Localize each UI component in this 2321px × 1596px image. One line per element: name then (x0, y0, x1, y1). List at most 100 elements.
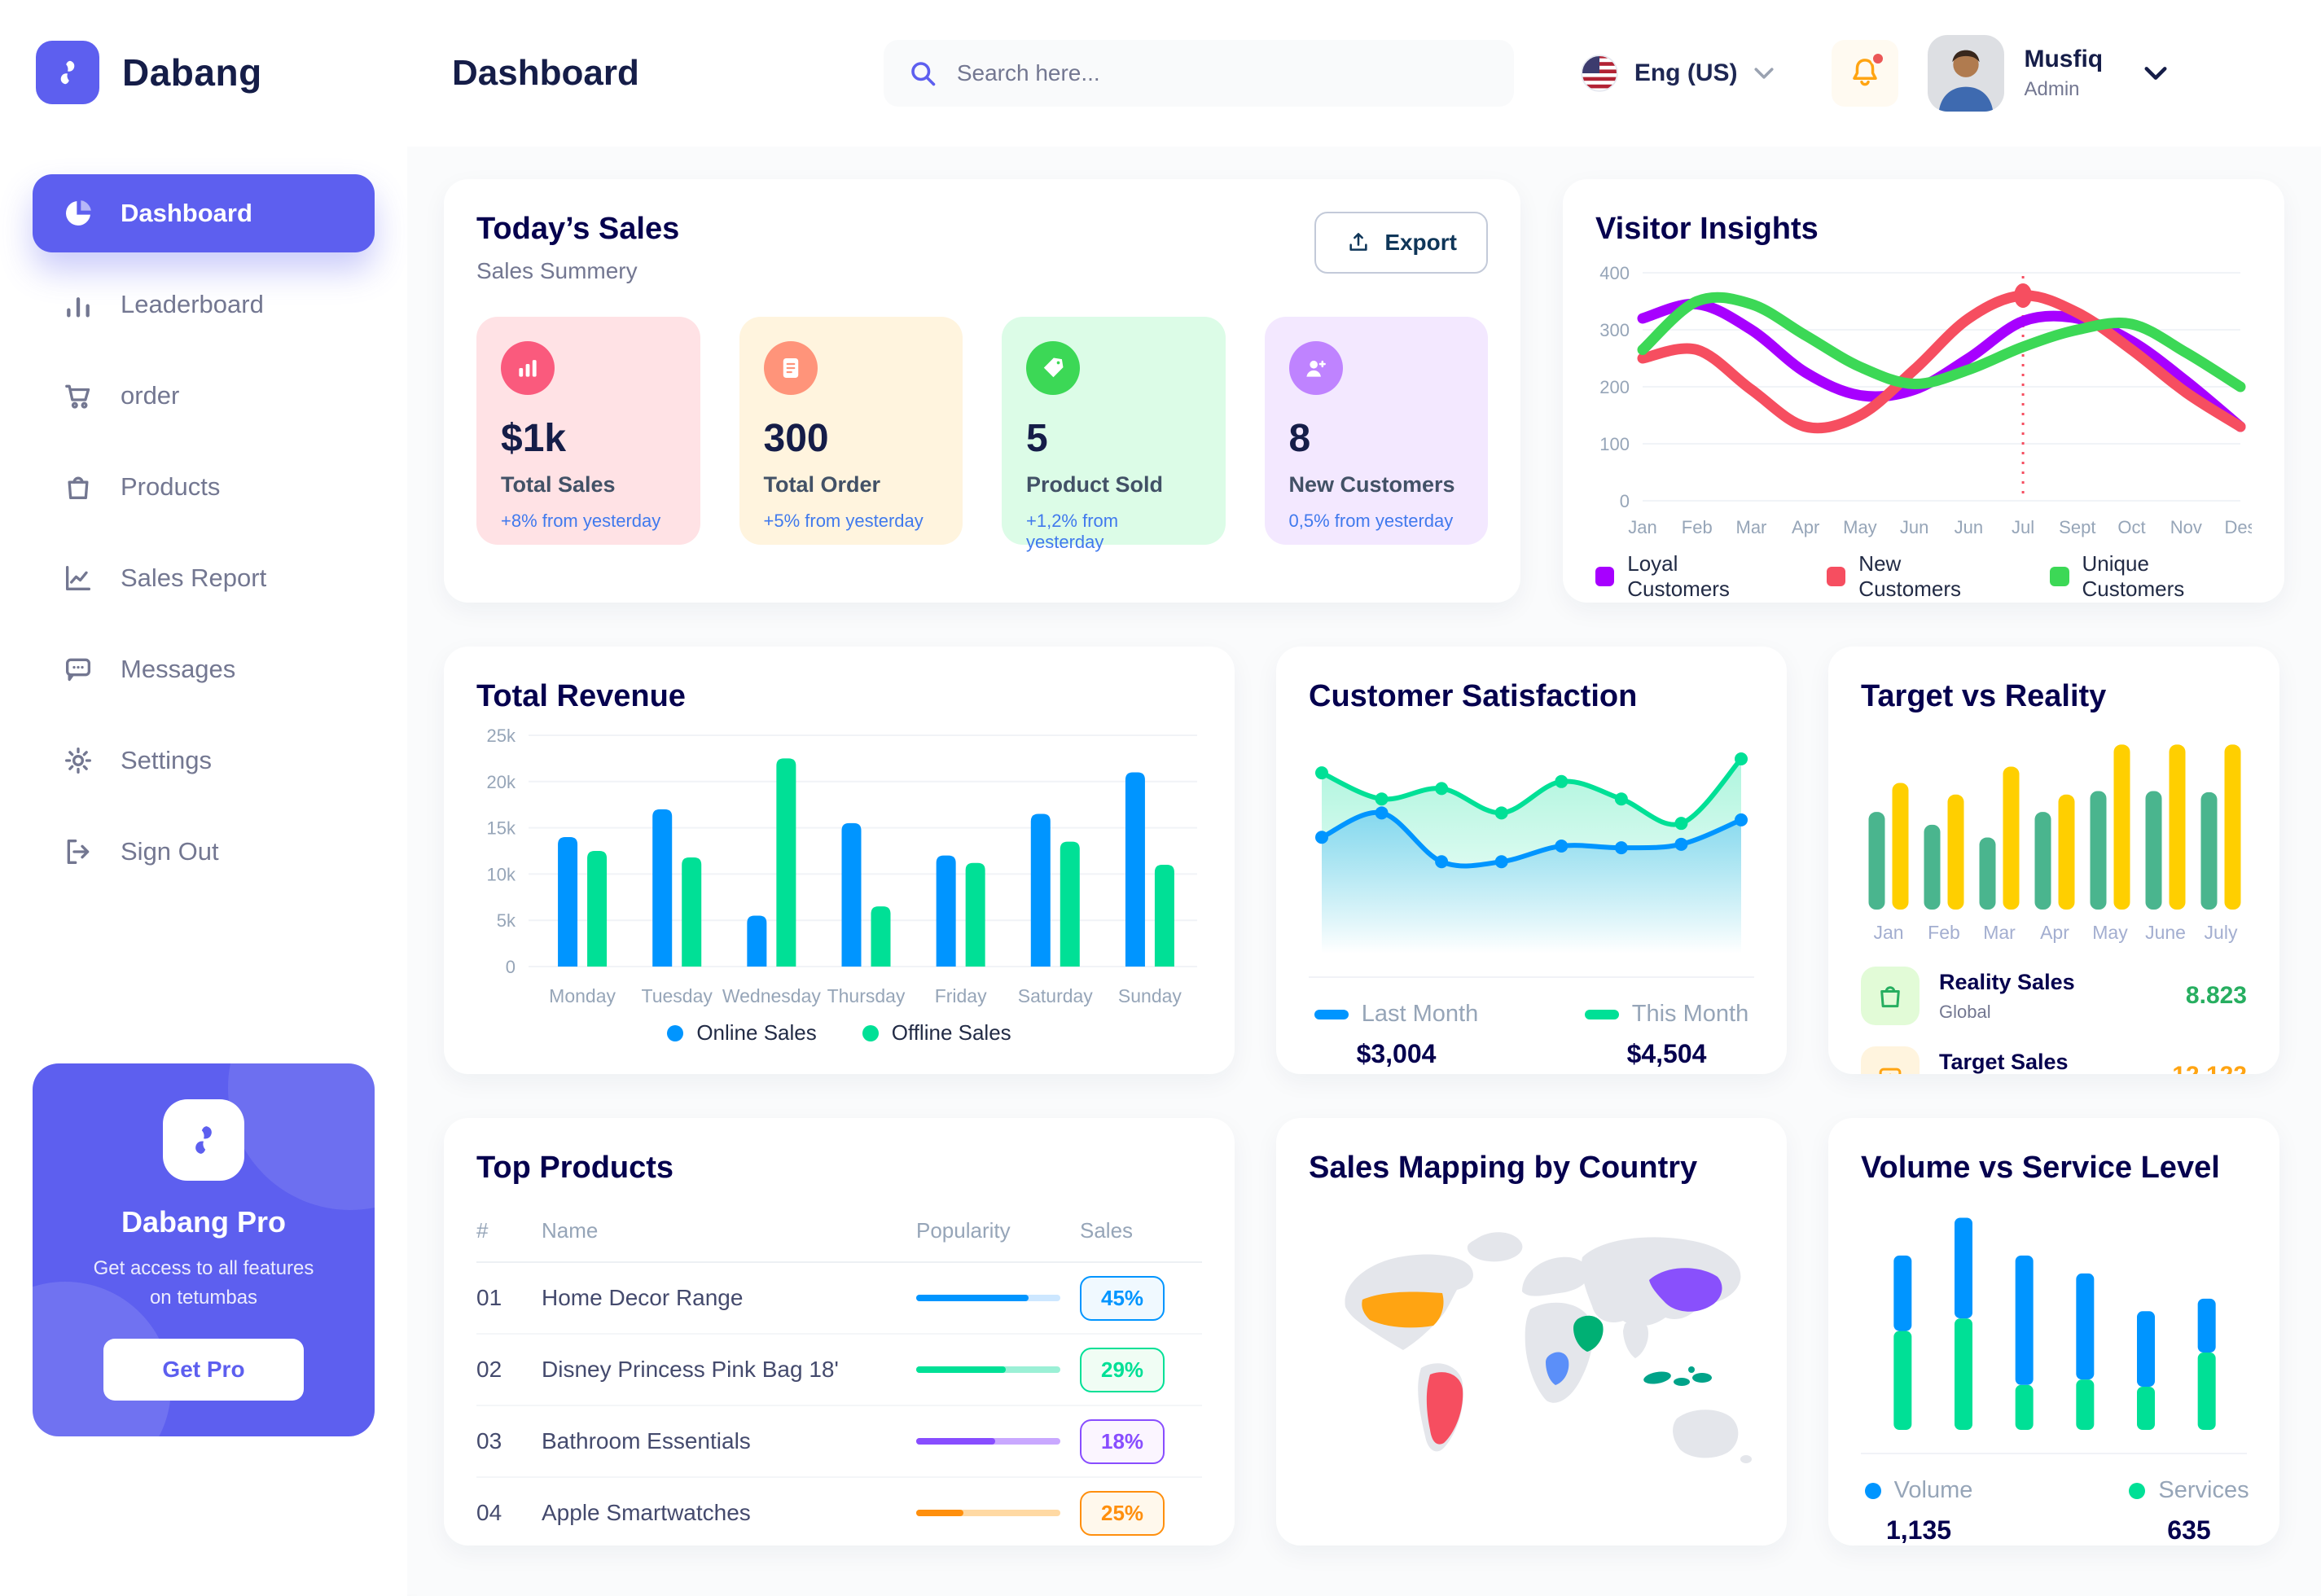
pro-logo-icon (163, 1099, 244, 1181)
get-pro-button[interactable]: Get Pro (103, 1339, 304, 1401)
svg-text:Jun: Jun (1955, 517, 1983, 537)
stat-order-icon (763, 341, 818, 395)
brand-logo-icon (36, 41, 99, 104)
customer-satisfaction-title: Customer Satisfaction (1309, 679, 1638, 713)
svg-text:100: 100 (1599, 434, 1630, 454)
sidebar-item-label: Sign Out (121, 837, 219, 866)
country-brazil (1426, 1372, 1463, 1445)
sidebar-item-sales-report[interactable]: Sales Report (33, 539, 375, 617)
svg-text:Thursday: Thursday (827, 985, 906, 1006)
product-number: 01 (476, 1285, 502, 1310)
legend-item: Loyal Customers (1595, 551, 1781, 602)
chevron-down-icon (2143, 65, 2168, 81)
sidebar-nav: Dashboard Leaderboard order Products Sal… (33, 174, 375, 891)
visitor-insights-chart: 0 100 200 300 400 Jan Feb Mar Apr May Jun Jun Jul Sep… (1599, 263, 2252, 537)
notifications-button[interactable] (1832, 40, 1899, 107)
total-revenue-card: Total Revenue 0 5k 10k 15k 20k 25k Monday Tuesd… (444, 647, 1235, 1074)
bar-chart-icon (60, 287, 96, 322)
message-icon (60, 651, 96, 687)
divider (1309, 976, 1754, 978)
customer-satisfaction-card: Customer Satisfaction Last Month $3,004 … (1276, 647, 1787, 1074)
total-revenue-title: Total Revenue (476, 679, 686, 713)
top-products-title: Top Products (476, 1151, 674, 1185)
stat-value: $1k (501, 417, 567, 460)
divider (1861, 1453, 2247, 1454)
cart-icon (60, 378, 96, 414)
todays-sales-subtitle: Sales Summery (476, 258, 638, 283)
top-products-card: Top Products # Name Popularity Sales 01 … (444, 1118, 1235, 1546)
target-sales-legend-row: Target Sales Commercial 12.122 (1861, 1046, 2247, 1074)
sidebar-item-products[interactable]: Products (33, 448, 375, 526)
export-button[interactable]: Export (1314, 212, 1488, 274)
svg-text:0: 0 (506, 957, 516, 977)
search-bar (883, 40, 1514, 107)
product-number: 02 (476, 1357, 502, 1382)
search-input[interactable] (954, 59, 1490, 87)
svg-text:May: May (2092, 922, 2128, 943)
sidebar-item-label: Dashboard (121, 199, 252, 227)
svg-text:Sunday: Sunday (1118, 985, 1182, 1006)
stat-delta: +8% from yesterday (501, 511, 661, 531)
svg-text:300: 300 (1599, 320, 1630, 340)
pro-card: Dabang Pro Get access to all features on… (33, 1063, 375, 1436)
sidebar-item-settings[interactable]: Settings (33, 721, 375, 800)
volume-service-card: Volume vs Service Level Volume 1,135 Ser… (1828, 1118, 2279, 1546)
sidebar-item-sign-out[interactable]: Sign Out (33, 813, 375, 891)
sidebar-item-dashboard[interactable]: Dashboard (33, 174, 375, 252)
sidebar-item-label: order (121, 381, 180, 410)
legend-services: Services 635 (2099, 1477, 2279, 1546)
page-title: Dashboard (452, 53, 639, 93)
pro-title: Dabang Pro (121, 1205, 287, 1239)
stat-value: 300 (763, 417, 829, 460)
product-number: 03 (476, 1428, 502, 1454)
sales-mapping-title: Sales Mapping by Country (1309, 1151, 1698, 1185)
todays-sales-card: Today’s Sales Sales Summery Export (444, 179, 1520, 603)
stat-card-product-sold: 5 Product Sold +1,2% from yesterday (1002, 317, 1226, 552)
stat-delta: 0,5% from yesterday (1288, 511, 1454, 531)
language-selector[interactable]: Eng (US) (1581, 55, 1775, 92)
svg-text:400: 400 (1599, 263, 1630, 283)
top-products-table: # Name Popularity Sales 01 Home Decor Ra… (476, 1207, 1202, 1546)
popularity-bar (916, 1295, 1060, 1301)
stat-label: New Customers (1288, 472, 1455, 497)
user-role: Admin (2024, 78, 2080, 100)
svg-text:0: 0 (1620, 491, 1630, 511)
target-vs-reality-card: Target vs Reality Jan Feb Mar Apr May June Jul… (1828, 647, 2279, 1074)
table-row: 02 Disney Princess Pink Bag 18' 29% (476, 1335, 1202, 1406)
country-indonesia (1643, 1366, 1712, 1386)
volume-service-title: Volume vs Service Level (1861, 1151, 2220, 1185)
stat-user-icon (1288, 341, 1343, 395)
visitor-insights-title: Visitor Insights (1595, 212, 1819, 246)
user-profile[interactable]: Musfiq Admin (1928, 35, 2168, 112)
stat-label: Product Sold (1026, 472, 1163, 497)
popularity-bar (916, 1366, 1060, 1373)
legend-this-month: This Month $4,504 (1577, 1001, 1757, 1069)
stat-tag-icon (1026, 341, 1080, 395)
legend-item: Offline Sales (862, 1020, 1011, 1046)
target-vs-reality-chart: Jan Feb Mar Apr May June July (1868, 744, 2241, 943)
product-number: 04 (476, 1500, 502, 1525)
stat-label: Total Order (763, 472, 881, 497)
sidebar-item-messages[interactable]: Messages (33, 630, 375, 708)
language-label: Eng (US) (1634, 59, 1738, 86)
sidebar-item-leaderboard[interactable]: Leaderboard (33, 265, 375, 344)
brand: Dabang (36, 41, 375, 104)
sidebar-item-order[interactable]: order (33, 357, 375, 435)
export-icon (1349, 233, 1367, 251)
legend-item: Online Sales (667, 1020, 817, 1046)
svg-text:Wednesday: Wednesday (722, 985, 822, 1006)
sidebar-item-label: Sales Report (121, 563, 267, 592)
svg-text:15k: 15k (487, 818, 516, 839)
svg-text:May: May (1843, 517, 1877, 537)
svg-text:Jan: Jan (1628, 517, 1656, 537)
svg-text:Feb: Feb (1682, 517, 1713, 537)
sales-mapping-card: Sales Mapping by Country (1276, 1118, 1787, 1546)
table-row: 04 Apple Smartwatches 25% (476, 1478, 1202, 1546)
svg-text:Monday: Monday (549, 985, 616, 1006)
stat-delta: +5% from yesterday (763, 511, 924, 531)
svg-text:Apr: Apr (2040, 922, 2069, 943)
us-flag-icon (1581, 55, 1618, 92)
bell-icon (1853, 59, 1878, 86)
stat-chart-icon (501, 341, 555, 395)
